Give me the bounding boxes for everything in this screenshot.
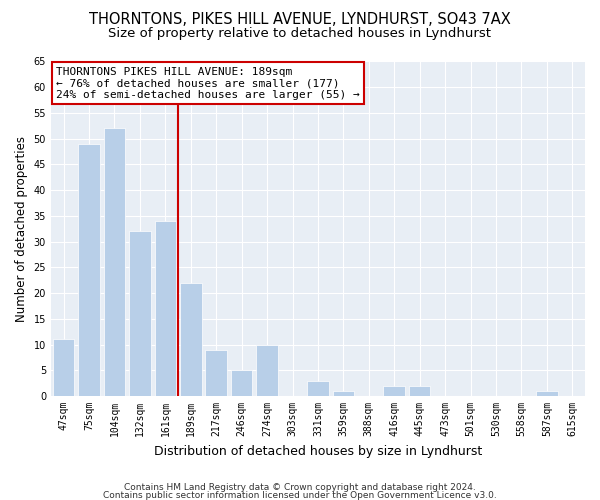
Bar: [53, 340, 74, 396]
Bar: [78, 144, 100, 396]
Y-axis label: Number of detached properties: Number of detached properties: [15, 136, 28, 322]
Bar: [205, 350, 227, 396]
Bar: [231, 370, 253, 396]
Text: Contains public sector information licensed under the Open Government Licence v3: Contains public sector information licen…: [103, 490, 497, 500]
Text: Size of property relative to detached houses in Lyndhurst: Size of property relative to detached ho…: [109, 28, 491, 40]
Bar: [129, 232, 151, 396]
Bar: [332, 391, 354, 396]
Bar: [256, 344, 278, 396]
Bar: [307, 380, 329, 396]
Bar: [409, 386, 430, 396]
X-axis label: Distribution of detached houses by size in Lyndhurst: Distribution of detached houses by size …: [154, 444, 482, 458]
Bar: [180, 283, 202, 396]
Text: THORNTONS, PIKES HILL AVENUE, LYNDHURST, SO43 7AX: THORNTONS, PIKES HILL AVENUE, LYNDHURST,…: [89, 12, 511, 28]
Text: THORNTONS PIKES HILL AVENUE: 189sqm
← 76% of detached houses are smaller (177)
2: THORNTONS PIKES HILL AVENUE: 189sqm ← 76…: [56, 66, 360, 100]
Bar: [155, 221, 176, 396]
Bar: [536, 391, 557, 396]
Bar: [383, 386, 405, 396]
Bar: [104, 128, 125, 396]
Text: Contains HM Land Registry data © Crown copyright and database right 2024.: Contains HM Land Registry data © Crown c…: [124, 484, 476, 492]
